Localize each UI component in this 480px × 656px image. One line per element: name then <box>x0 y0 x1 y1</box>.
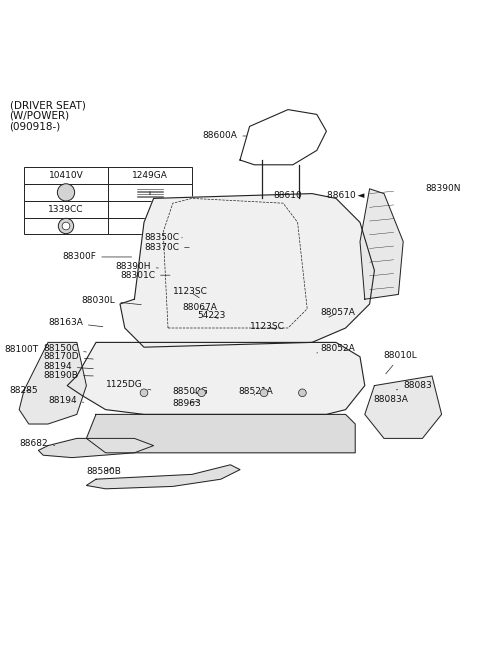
Circle shape <box>62 222 70 230</box>
Text: 88390N: 88390N <box>425 184 461 194</box>
Text: 88963: 88963 <box>173 400 202 408</box>
Circle shape <box>198 389 205 397</box>
Polygon shape <box>67 342 365 415</box>
Circle shape <box>299 389 306 397</box>
Text: 1125DG: 1125DG <box>106 380 151 390</box>
Polygon shape <box>86 415 355 453</box>
Text: (090918-): (090918-) <box>10 121 61 131</box>
Text: 88350C: 88350C <box>144 234 182 242</box>
Polygon shape <box>19 342 86 424</box>
Circle shape <box>140 389 148 397</box>
Polygon shape <box>86 465 240 489</box>
Text: 88521A: 88521A <box>239 387 274 396</box>
Circle shape <box>59 218 74 234</box>
Bar <box>108 167 192 184</box>
Text: 88194: 88194 <box>43 362 93 371</box>
Circle shape <box>58 184 75 201</box>
Text: 88170D: 88170D <box>43 352 93 361</box>
Text: 1123SC: 1123SC <box>173 287 208 298</box>
Bar <box>108 218 192 234</box>
Polygon shape <box>365 376 442 438</box>
Text: (DRIVER SEAT): (DRIVER SEAT) <box>10 100 85 110</box>
Text: 88390H: 88390H <box>115 262 158 271</box>
Bar <box>24 184 108 201</box>
Text: 88610 ◄: 88610 ◄ <box>327 192 364 201</box>
Polygon shape <box>360 189 403 299</box>
Text: 88300F: 88300F <box>62 253 132 262</box>
Text: 88150C: 88150C <box>43 344 86 353</box>
Text: 88100T: 88100T <box>5 345 39 354</box>
Text: 88500G: 88500G <box>173 387 208 396</box>
Polygon shape <box>38 438 154 458</box>
Text: 1249GA: 1249GA <box>132 171 168 180</box>
Text: 88285: 88285 <box>10 386 38 395</box>
Bar <box>24 167 108 184</box>
Text: 10410V: 10410V <box>48 171 84 180</box>
Text: 88083: 88083 <box>396 381 432 390</box>
Text: 88682: 88682 <box>19 439 55 447</box>
Text: 88600A: 88600A <box>203 131 238 140</box>
Text: 54223: 54223 <box>197 312 225 321</box>
Bar <box>24 201 108 218</box>
Text: 88194: 88194 <box>48 396 84 405</box>
Text: 88580B: 88580B <box>86 468 121 476</box>
Circle shape <box>260 389 268 397</box>
Text: 88370C: 88370C <box>144 243 189 252</box>
Text: 88052A: 88052A <box>317 344 355 353</box>
Text: 88610: 88610 <box>274 192 302 201</box>
Text: 1339CC: 1339CC <box>48 205 84 214</box>
Text: 88163A: 88163A <box>48 318 103 327</box>
Text: (W/POWER): (W/POWER) <box>10 111 70 121</box>
Polygon shape <box>120 194 374 347</box>
Bar <box>108 184 192 201</box>
Text: 88067A: 88067A <box>182 303 217 312</box>
Text: 88190B: 88190B <box>43 371 93 380</box>
Text: 1123SC: 1123SC <box>250 322 285 331</box>
Text: 88301C: 88301C <box>120 271 170 279</box>
Text: 88010L: 88010L <box>384 352 418 374</box>
Text: 88030L: 88030L <box>82 296 141 304</box>
Text: 88057A: 88057A <box>320 308 355 317</box>
Text: 88083A: 88083A <box>373 396 408 405</box>
Bar <box>24 218 108 234</box>
Bar <box>108 201 192 218</box>
